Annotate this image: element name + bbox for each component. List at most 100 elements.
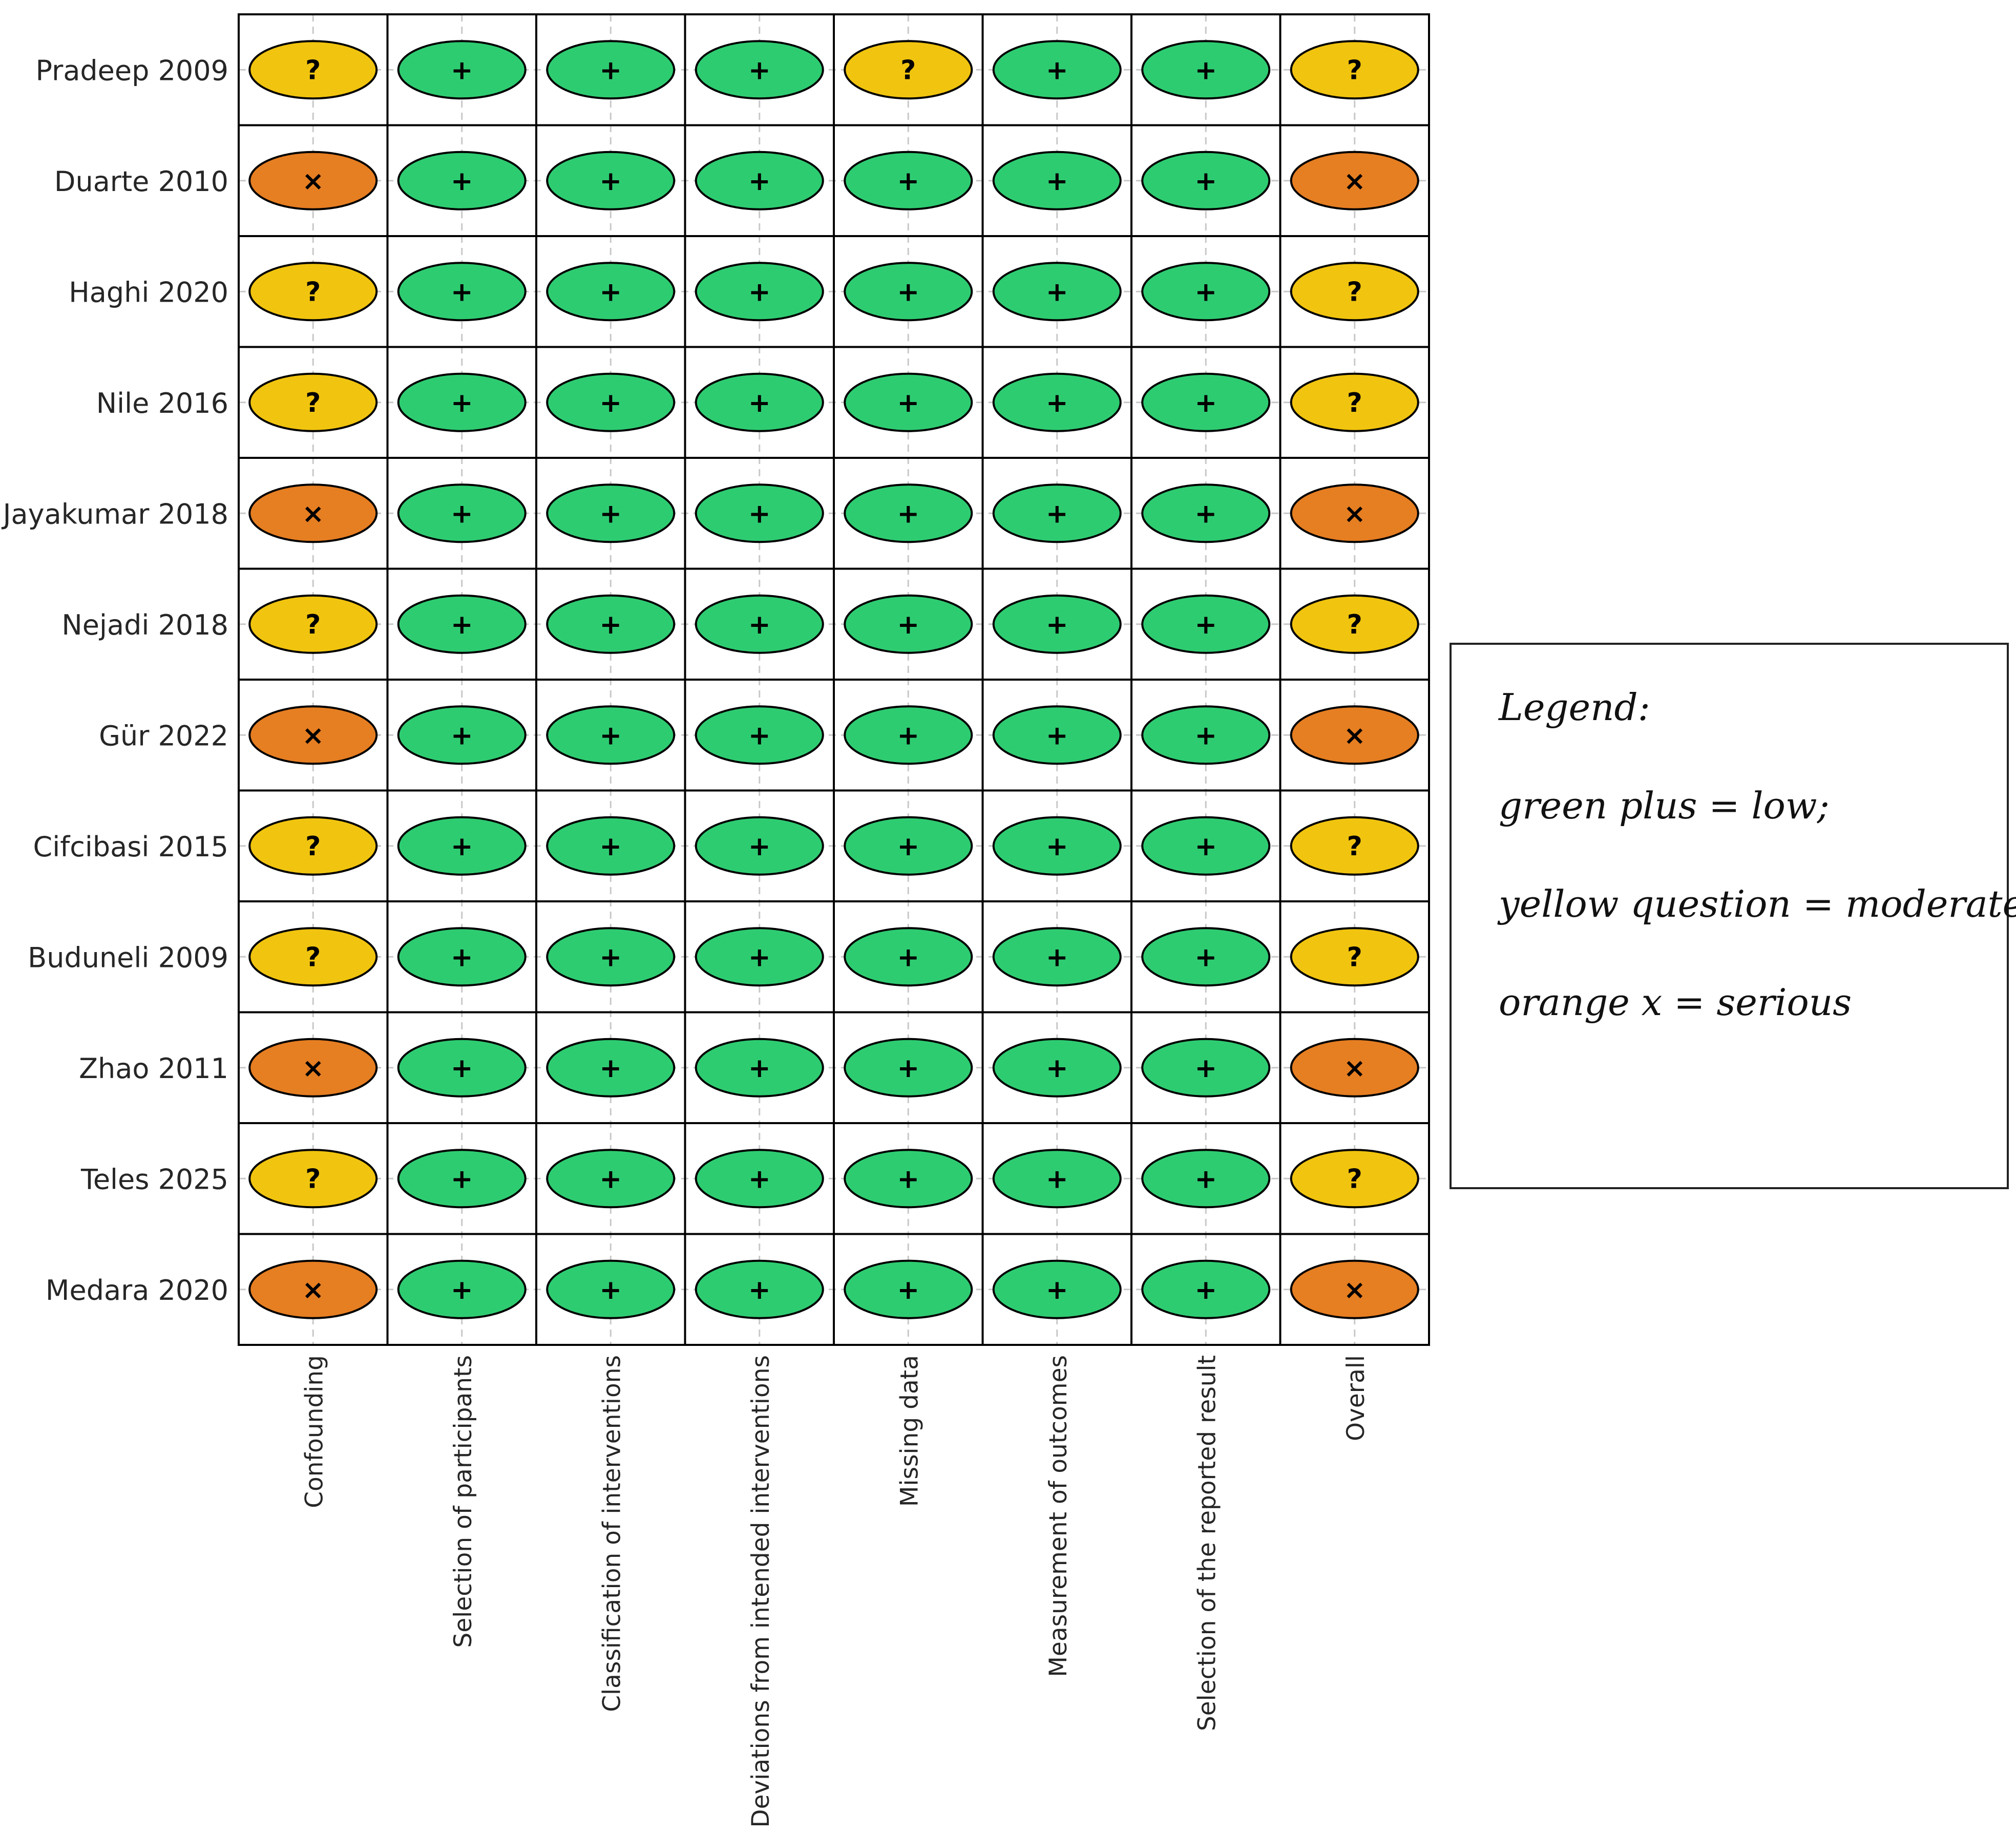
judgement-low-marker bbox=[992, 1149, 1122, 1209]
judgement-low-marker bbox=[546, 1038, 676, 1098]
judgement-low-marker bbox=[1141, 1149, 1271, 1209]
judgement-low-symbol: + bbox=[1194, 942, 1217, 973]
row-label: Pradeep 2009 bbox=[36, 54, 229, 87]
judgement-low-symbol: + bbox=[599, 498, 622, 529]
judgement-low-marker bbox=[844, 262, 973, 322]
judgement-low-marker bbox=[992, 927, 1122, 987]
judgement-low-symbol: + bbox=[451, 498, 473, 529]
judgement-low-marker bbox=[844, 927, 973, 987]
judgement-low-symbol: + bbox=[451, 55, 473, 86]
judgement-serious-marker bbox=[1290, 705, 1419, 765]
judgement-low-marker bbox=[1141, 705, 1271, 765]
judgement-low-marker bbox=[992, 372, 1122, 432]
judgement-low-symbol: + bbox=[897, 720, 919, 751]
judgement-low-symbol: + bbox=[599, 609, 622, 640]
legend-entry-low: green plus = low; bbox=[1499, 784, 1830, 827]
judgement-low-symbol: + bbox=[897, 277, 919, 307]
judgement-moderate-marker bbox=[1290, 927, 1419, 987]
judgement-low-marker bbox=[1141, 1038, 1271, 1098]
row-label: Jayakumar 2018 bbox=[2, 498, 228, 530]
judgement-low-marker bbox=[1141, 816, 1271, 876]
judgement-low-marker bbox=[1141, 594, 1271, 654]
judgement-moderate-marker bbox=[248, 262, 378, 322]
judgement-low-marker bbox=[844, 594, 973, 654]
judgement-low-marker bbox=[844, 483, 973, 543]
judgement-low-marker bbox=[1141, 1259, 1271, 1319]
judgement-low-symbol: + bbox=[897, 498, 919, 529]
row-label: Nejadi 2018 bbox=[61, 609, 228, 641]
judgement-low-marker bbox=[397, 483, 527, 543]
judgement-low-symbol: + bbox=[748, 498, 771, 529]
judgement-moderate-symbol: ? bbox=[305, 609, 321, 640]
judgement-low-symbol: + bbox=[451, 1053, 473, 1084]
judgement-low-symbol: + bbox=[897, 388, 919, 418]
judgement-low-symbol: + bbox=[599, 55, 622, 86]
judgement-low-symbol: + bbox=[1046, 942, 1068, 973]
judgement-low-symbol: + bbox=[897, 831, 919, 862]
judgement-low-marker bbox=[695, 1259, 824, 1319]
judgement-low-symbol: + bbox=[599, 277, 622, 307]
column-label: Selection of participants bbox=[449, 1355, 477, 1648]
judgement-low-symbol: + bbox=[599, 831, 622, 862]
judgement-low-symbol: + bbox=[1046, 388, 1068, 418]
judgement-low-symbol: + bbox=[748, 720, 771, 751]
judgement-low-marker bbox=[844, 151, 973, 210]
judgement-moderate-marker bbox=[248, 1149, 378, 1209]
judgement-low-marker bbox=[397, 372, 527, 432]
judgement-moderate-symbol: ? bbox=[305, 1164, 321, 1194]
judgement-low-marker bbox=[695, 705, 824, 765]
judgement-serious-marker bbox=[248, 483, 378, 543]
judgement-low-symbol: + bbox=[1194, 1275, 1217, 1305]
traffic-light-plot: ? + + +? + + ? × + + + + + + ×? + + + + + +?? + + + + + + ? × + + + + + + ×… bbox=[2, 13, 1430, 1828]
legend-title: Legend: bbox=[1499, 686, 1650, 729]
judgement-low-symbol: + bbox=[748, 942, 771, 973]
judgement-moderate-symbol: ? bbox=[305, 831, 321, 862]
judgement-low-marker bbox=[992, 705, 1122, 765]
judgement-low-symbol: + bbox=[748, 55, 771, 86]
judgement-moderate-symbol: ? bbox=[305, 388, 321, 418]
judgement-low-marker bbox=[397, 705, 527, 765]
row-label: Haghi 2020 bbox=[69, 276, 228, 308]
judgement-low-symbol: + bbox=[897, 609, 919, 640]
judgement-low-symbol: + bbox=[1046, 831, 1068, 862]
judgement-moderate-marker bbox=[1290, 40, 1419, 100]
judgement-low-marker bbox=[695, 262, 824, 322]
judgement-low-symbol: + bbox=[599, 1275, 622, 1305]
judgement-low-symbol: + bbox=[1194, 1053, 1217, 1084]
judgement-moderate-marker bbox=[248, 372, 378, 432]
judgement-serious-marker bbox=[248, 1038, 378, 1098]
judgement-moderate-symbol: ? bbox=[1347, 55, 1362, 86]
judgement-low-symbol: + bbox=[451, 831, 473, 862]
judgement-low-symbol: + bbox=[599, 942, 622, 973]
judgement-serious-symbol: × bbox=[302, 1053, 324, 1084]
judgement-low-symbol: + bbox=[748, 277, 771, 307]
judgement-serious-symbol: × bbox=[1343, 720, 1366, 751]
column-label: Selection of the reported result bbox=[1193, 1355, 1221, 1731]
judgement-low-symbol: + bbox=[451, 1275, 473, 1305]
judgement-low-marker bbox=[695, 151, 824, 210]
judgement-low-symbol: + bbox=[748, 166, 771, 197]
judgement-low-marker bbox=[844, 1259, 973, 1319]
judgement-serious-symbol: × bbox=[1343, 166, 1366, 197]
judgement-low-symbol: + bbox=[451, 1164, 473, 1194]
judgement-low-marker bbox=[1141, 40, 1271, 100]
judgement-low-marker bbox=[992, 40, 1122, 100]
row-label: Gür 2022 bbox=[99, 720, 228, 752]
judgement-low-symbol: + bbox=[1194, 388, 1217, 418]
judgement-low-symbol: + bbox=[1194, 609, 1217, 640]
judgement-low-symbol: + bbox=[1046, 720, 1068, 751]
judgement-low-symbol: + bbox=[897, 1275, 919, 1305]
judgement-low-symbol: + bbox=[748, 1164, 771, 1194]
judgement-low-marker bbox=[546, 705, 676, 765]
judgement-low-symbol: + bbox=[897, 942, 919, 973]
column-label: Deviations from intended interventions bbox=[747, 1355, 775, 1828]
judgement-low-symbol: + bbox=[451, 166, 473, 197]
judgement-moderate-marker bbox=[1290, 594, 1419, 654]
judgement-low-marker bbox=[695, 927, 824, 987]
legend-entry-serious: orange x = serious bbox=[1499, 981, 1852, 1024]
judgement-low-symbol: + bbox=[599, 1164, 622, 1194]
judgement-low-symbol: + bbox=[1194, 498, 1217, 529]
judgement-low-symbol: + bbox=[1046, 55, 1068, 86]
judgement-low-symbol: + bbox=[451, 720, 473, 751]
judgement-low-marker bbox=[397, 151, 527, 210]
